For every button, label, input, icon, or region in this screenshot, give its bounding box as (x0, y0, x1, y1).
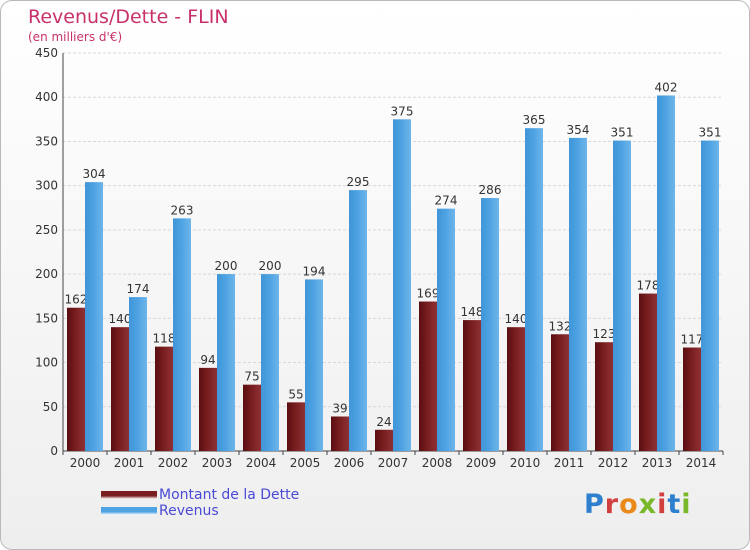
data-label-dette: 55 (288, 387, 303, 401)
bar-revenus (349, 190, 367, 452)
data-label-revenus: 274 (435, 194, 458, 208)
bar-dette (287, 402, 305, 451)
x-tick-label: 2000 (70, 456, 101, 470)
data-label-revenus: 304 (83, 167, 106, 181)
data-label-revenus: 200 (259, 259, 282, 273)
bar-revenus (525, 128, 543, 451)
x-tick-label: 2011 (554, 456, 585, 470)
data-label-revenus: 295 (347, 175, 370, 189)
proxiti-logo: Proxiti (584, 489, 692, 520)
chart-title: Revenus/Dette - FLIN (28, 6, 229, 28)
bar-revenus (657, 95, 675, 451)
data-label-dette: 123 (593, 327, 616, 341)
x-tick-label: 2012 (598, 456, 629, 470)
bar-revenus (305, 279, 323, 451)
chart-subtitle: (en milliers d'€) (28, 30, 123, 44)
data-label-revenus: 200 (215, 259, 238, 273)
bar-dette (199, 367, 217, 451)
data-label-dette: 118 (153, 332, 176, 346)
data-label-dette: 140 (505, 312, 528, 326)
data-label-dette: 148 (461, 305, 484, 319)
bar-revenus (481, 198, 499, 451)
bar-dette (331, 416, 349, 451)
data-label-dette: 94 (200, 353, 215, 367)
x-tick-label: 2006 (334, 456, 365, 470)
data-label-revenus: 174 (127, 282, 150, 296)
data-label-revenus: 402 (655, 80, 678, 94)
bar-dette (683, 347, 701, 451)
x-tick-label: 2002 (158, 456, 189, 470)
bar-revenus (701, 140, 719, 451)
x-tick-label: 2013 (642, 456, 673, 470)
legend-label-dette: Montant de la Dette (159, 487, 300, 503)
data-label-dette: 75 (244, 370, 259, 384)
data-label-dette: 24 (376, 415, 391, 429)
y-tick-label: 350 (35, 134, 58, 148)
x-tick-label: 2008 (422, 456, 453, 470)
legend: Montant de la Dette Revenus (101, 487, 299, 519)
legend-item-revenus: Revenus (101, 503, 299, 519)
data-label-dette: 117 (681, 333, 704, 347)
bar-revenus (437, 208, 455, 451)
y-tick-label: 450 (35, 46, 58, 60)
legend-swatch-revenus (101, 507, 157, 515)
bar-revenus (173, 218, 191, 451)
bar-revenus (613, 140, 631, 451)
data-label-dette: 132 (549, 319, 572, 333)
bar-revenus (569, 137, 587, 451)
x-tick-label: 2014 (686, 456, 717, 470)
bar-dette (419, 301, 437, 451)
y-tick-label: 0 (50, 444, 58, 458)
bar-dette (507, 327, 525, 451)
data-label-revenus: 351 (699, 126, 722, 140)
y-tick-label: 250 (35, 223, 58, 237)
data-label-dette: 178 (637, 279, 660, 293)
bar-revenus (85, 182, 103, 451)
x-tick-label: 2001 (114, 456, 145, 470)
data-label-dette: 39 (332, 402, 347, 416)
data-label-revenus: 375 (391, 104, 414, 118)
bar-dette (155, 346, 173, 451)
data-label-dette: 140 (109, 312, 132, 326)
legend-label-revenus: Revenus (159, 503, 219, 519)
data-label-revenus: 194 (303, 264, 326, 278)
bar-dette (67, 307, 85, 451)
legend-swatch-dette (101, 491, 157, 499)
data-label-revenus: 286 (479, 183, 502, 197)
bar-revenus (217, 274, 235, 451)
data-label-dette: 162 (65, 293, 88, 307)
x-tick-label: 2005 (290, 456, 321, 470)
legend-item-dette: Montant de la Dette (101, 487, 299, 503)
bar-revenus (261, 274, 279, 451)
x-tick-label: 2007 (378, 456, 409, 470)
bar-dette (463, 320, 481, 451)
y-tick-label: 150 (35, 311, 58, 325)
data-label-revenus: 263 (171, 203, 194, 217)
x-tick-label: 2003 (202, 456, 233, 470)
bar-revenus (129, 297, 147, 451)
bar-dette (111, 327, 129, 451)
y-tick-label: 300 (35, 179, 58, 193)
data-label-revenus: 354 (567, 123, 590, 137)
bar-dette (551, 334, 569, 451)
y-tick-label: 200 (35, 267, 58, 281)
bar-dette (595, 342, 613, 451)
bar-dette (375, 429, 393, 451)
x-tick-label: 2010 (510, 456, 541, 470)
data-label-revenus: 351 (611, 126, 634, 140)
x-tick-label: 2004 (246, 456, 277, 470)
bar-dette (639, 293, 657, 451)
bar-revenus (393, 119, 411, 451)
y-tick-label: 50 (43, 400, 58, 414)
data-label-revenus: 365 (523, 113, 546, 127)
y-tick-label: 400 (35, 90, 58, 104)
y-tick-label: 100 (35, 356, 58, 370)
data-label-dette: 169 (417, 287, 440, 301)
bar-dette (243, 384, 261, 451)
x-tick-label: 2009 (466, 456, 497, 470)
